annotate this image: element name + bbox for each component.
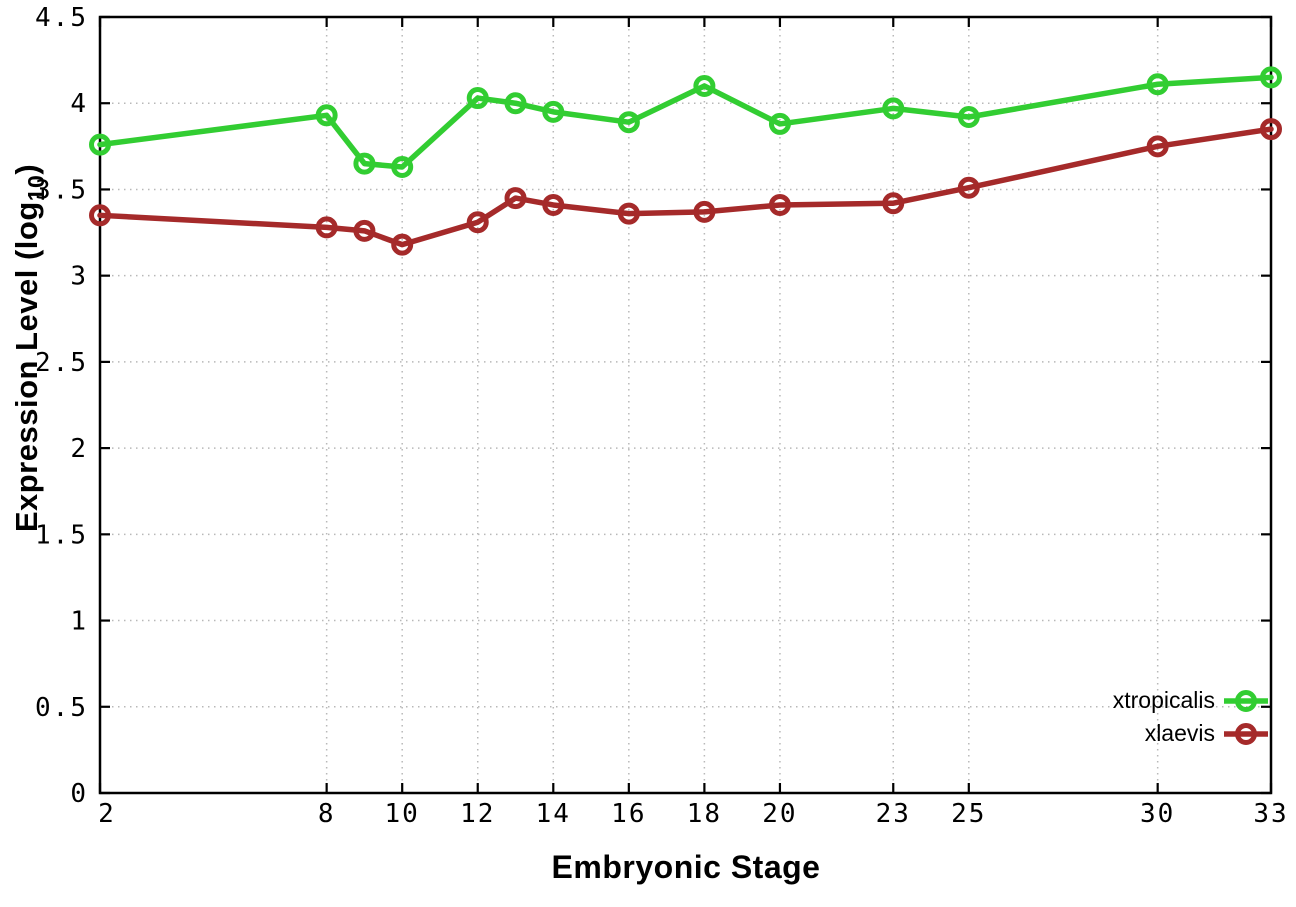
x-axis-title: Embryonic Stage bbox=[551, 849, 821, 885]
data-point-xtropicalis-stage-30 bbox=[1146, 73, 1169, 96]
x-tick-label-25: 25 bbox=[951, 799, 986, 829]
data-point-xlaevis-stage-33 bbox=[1260, 118, 1282, 141]
data-point-xlaevis-stage-25 bbox=[957, 176, 980, 199]
data-point-xlaevis-stage-18 bbox=[693, 200, 716, 223]
data-point-xtropicalis-stage-33 bbox=[1260, 66, 1282, 89]
series-line-xtropicalis bbox=[97, 74, 1274, 170]
data-point-xtropicalis-stage-23 bbox=[882, 97, 905, 120]
data-point-xtropicalis-stage-10 bbox=[391, 156, 414, 179]
data-point-xlaevis-stage-10 bbox=[391, 233, 414, 256]
data-point-xlaevis-stage-14 bbox=[542, 193, 565, 216]
data-point-xlaevis-stage-23 bbox=[882, 192, 905, 215]
x-tick-label-2: 2 bbox=[98, 799, 116, 829]
y-axis-title-text: Expression Level (log bbox=[9, 201, 44, 533]
y-tick-label-4.5: 4.5 bbox=[35, 3, 88, 33]
legend-key-circle-xlaevis bbox=[1235, 722, 1257, 745]
y-tick-label-2.5: 2.5 bbox=[35, 348, 88, 378]
x-tick-label-30: 30 bbox=[1140, 799, 1175, 829]
legend: xtropicalis xlaevis bbox=[1113, 684, 1268, 750]
y-axis-title-suffix: ) bbox=[9, 163, 44, 175]
y-axis-title: Expression Level (log10) bbox=[9, 163, 49, 533]
data-point-xtropicalis-stage-18 bbox=[693, 74, 716, 97]
data-point-xtropicalis-stage-25 bbox=[957, 106, 980, 129]
legend-marker-xtropicalis bbox=[1224, 689, 1268, 712]
y-axis-title-subscript: 10 bbox=[23, 174, 50, 202]
legend-label-xtropicalis: xtropicalis bbox=[1112, 687, 1215, 713]
data-point-xlaevis-stage-9 bbox=[353, 219, 376, 242]
data-point-xtropicalis-stage-20 bbox=[768, 112, 791, 135]
data-point-xtropicalis-stage-8 bbox=[315, 104, 338, 127]
data-point-xlaevis-stage-8 bbox=[315, 216, 338, 239]
x-tick-label-8: 8 bbox=[318, 799, 336, 829]
x-tick-label-14: 14 bbox=[536, 799, 571, 829]
y-tick-label-0: 0 bbox=[70, 779, 88, 809]
data-point-xlaevis-stage-20 bbox=[768, 193, 791, 216]
data-point-xtropicalis-stage-2 bbox=[89, 133, 111, 156]
series-line-xlaevis bbox=[97, 126, 1274, 248]
x-tick-label-23: 23 bbox=[876, 799, 911, 829]
x-tick-label-18: 18 bbox=[687, 799, 722, 829]
data-point-xlaevis-stage-2 bbox=[89, 204, 111, 227]
legend-entry-xtropicalis: xtropicalis bbox=[1113, 684, 1268, 717]
legend-marker-xlaevis bbox=[1224, 722, 1268, 745]
x-tick-label-10: 10 bbox=[385, 799, 420, 829]
data-point-xtropicalis-stage-12 bbox=[466, 87, 489, 110]
data-point-xtropicalis-stage-9 bbox=[353, 152, 376, 175]
data-point-xtropicalis-stage-16 bbox=[617, 111, 640, 134]
data-point-xtropicalis-stage-14 bbox=[542, 100, 565, 123]
data-point-xlaevis-stage-16 bbox=[617, 202, 640, 225]
data-point-xlaevis-stage-12 bbox=[466, 211, 489, 234]
legend-key-circle-xtropicalis bbox=[1235, 689, 1257, 712]
x-tick-label-16: 16 bbox=[611, 799, 646, 829]
legend-entry-xlaevis: xlaevis bbox=[1113, 717, 1268, 750]
y-tick-label-3: 3 bbox=[70, 262, 88, 292]
legend-label-xlaevis: xlaevis bbox=[1144, 720, 1215, 746]
y-tick-label-0.5: 0.5 bbox=[35, 693, 88, 723]
data-point-xtropicalis-stage-13 bbox=[504, 92, 527, 115]
y-tick-label-4: 4 bbox=[70, 89, 88, 119]
y-tick-label-1: 1 bbox=[70, 607, 88, 637]
x-tick-label-12: 12 bbox=[460, 799, 495, 829]
y-tick-label-1.5: 1.5 bbox=[35, 520, 88, 550]
y-tick-label-3.5: 3.5 bbox=[35, 175, 88, 205]
axis-border bbox=[98, 15, 1273, 795]
data-point-xlaevis-stage-30 bbox=[1146, 135, 1169, 158]
x-tick-label-20: 20 bbox=[762, 799, 797, 829]
data-point-xlaevis-stage-13 bbox=[504, 187, 527, 210]
x-tick-label-33: 33 bbox=[1253, 799, 1288, 829]
y-tick-label-2: 2 bbox=[70, 434, 88, 464]
